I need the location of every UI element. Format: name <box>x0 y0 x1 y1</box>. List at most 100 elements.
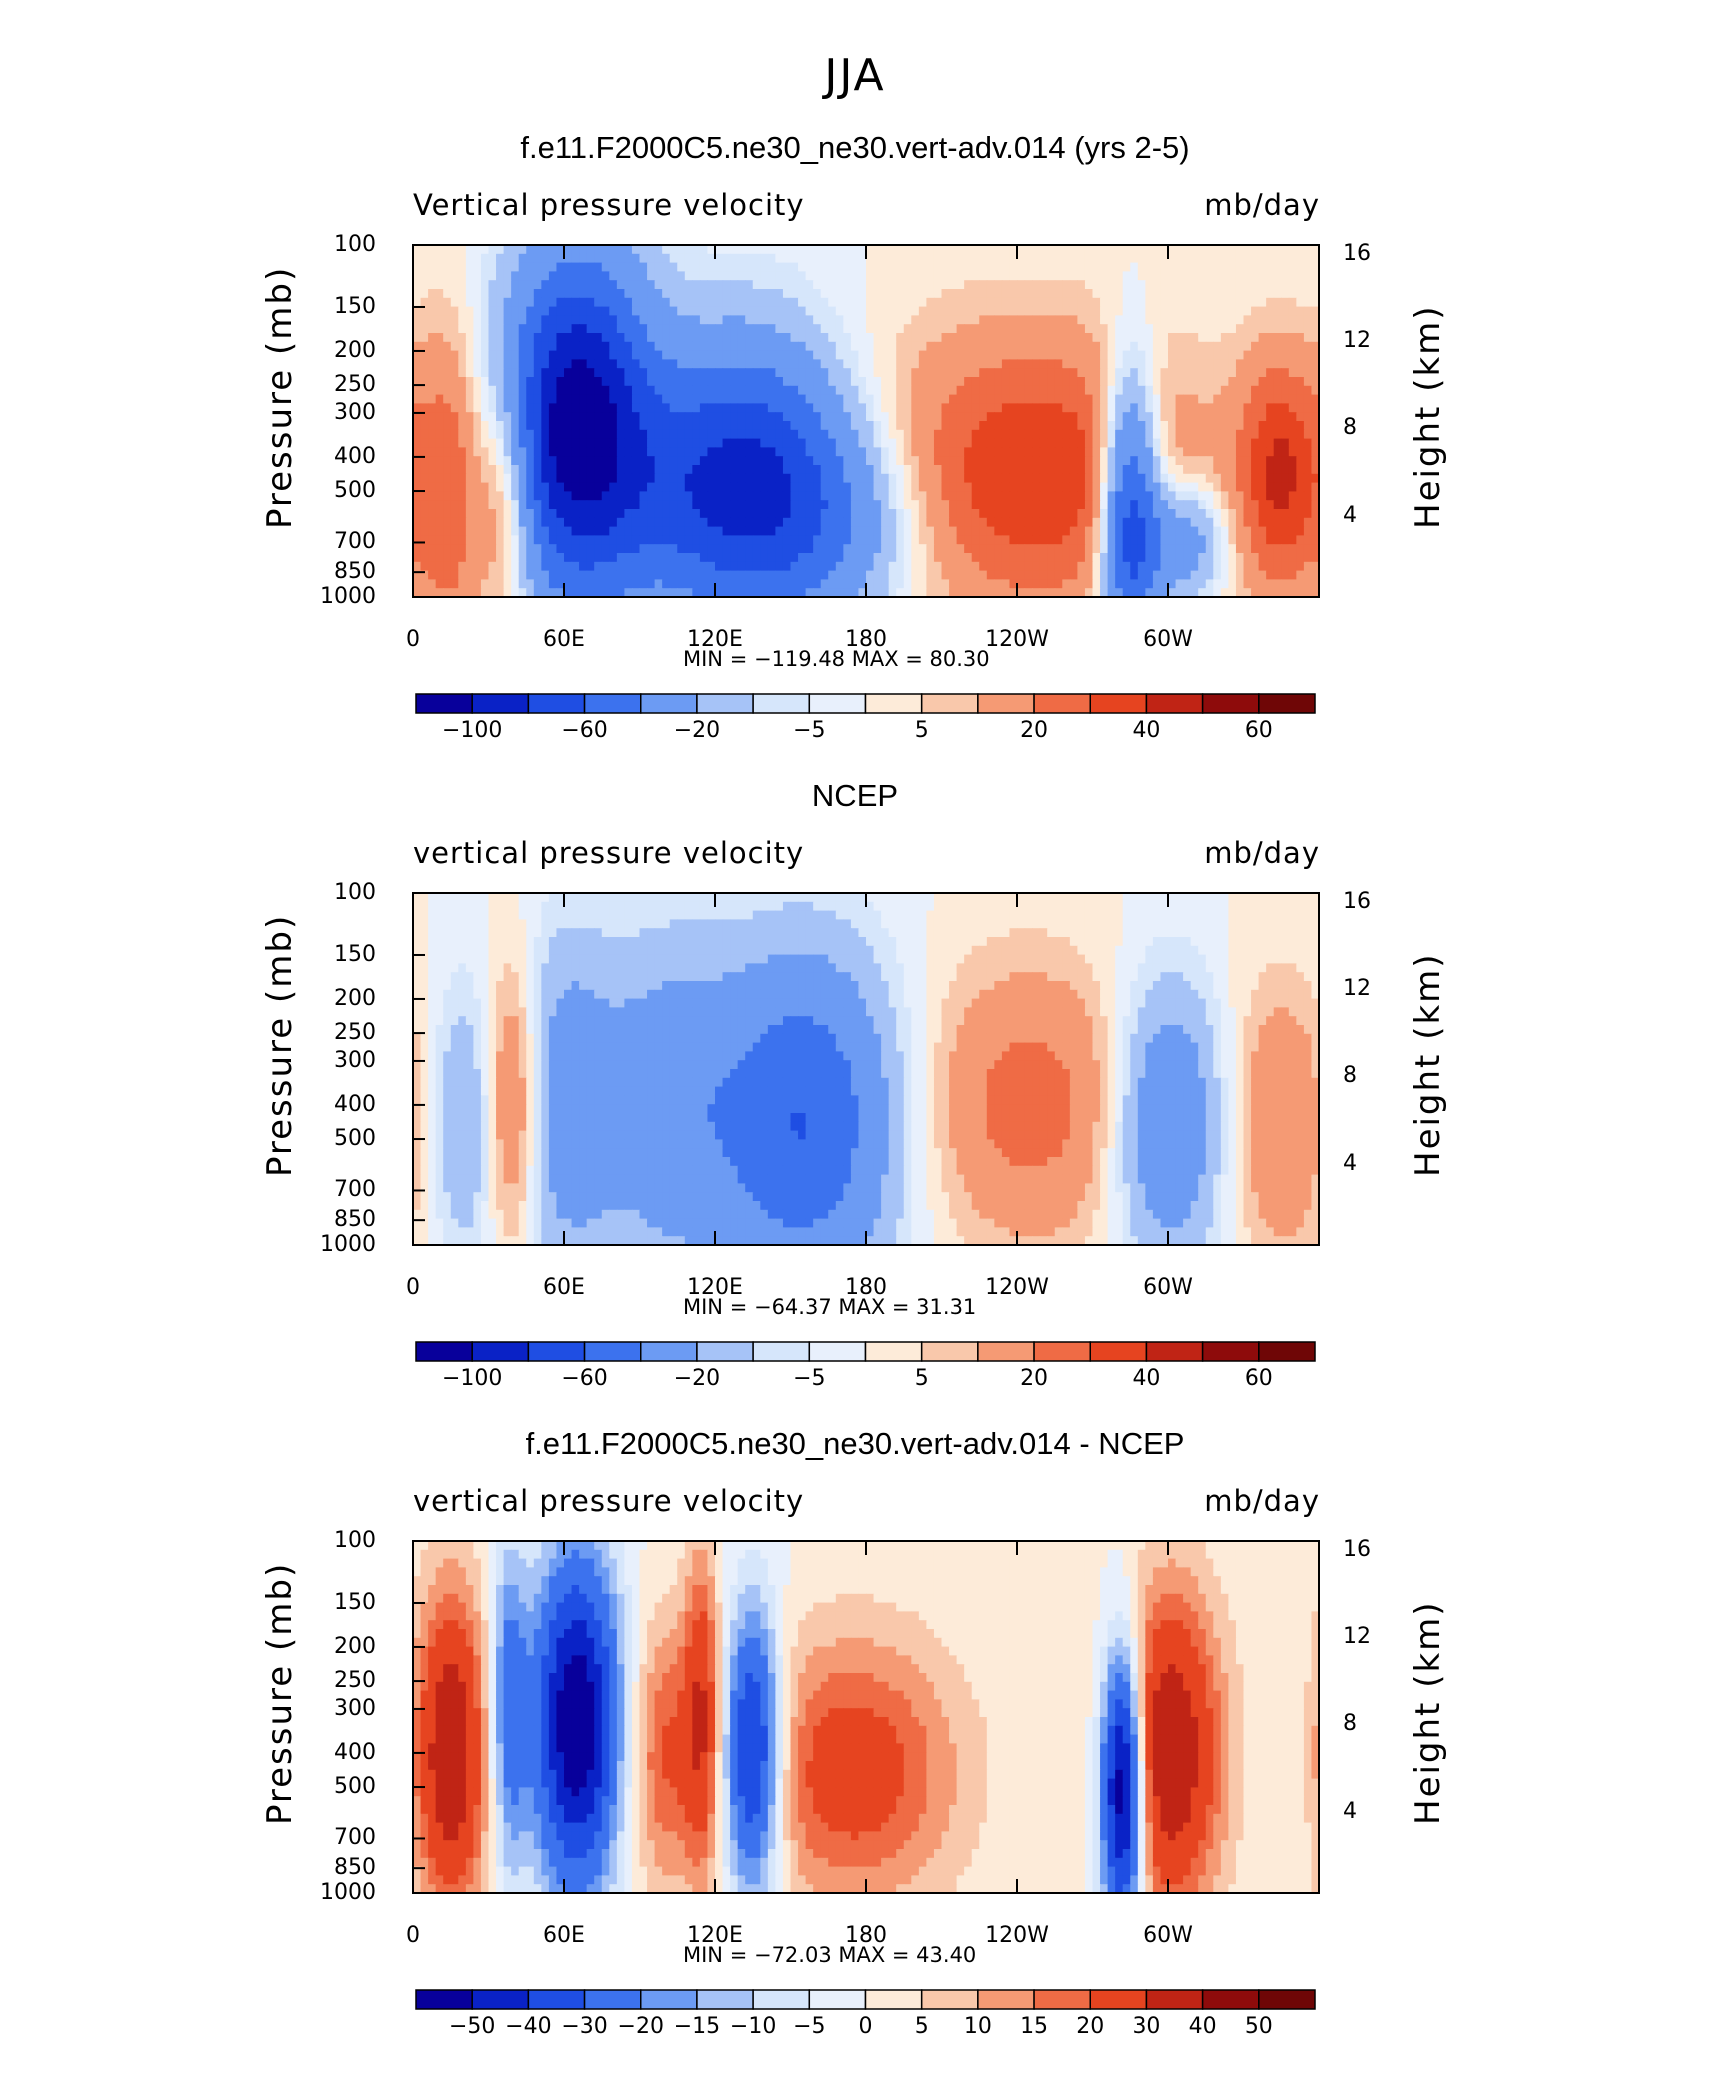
heatmap-cell <box>813 447 822 457</box>
heatmap-cell <box>918 403 927 413</box>
heatmap-cell <box>1311 280 1320 290</box>
heatmap-cell <box>911 588 920 598</box>
heatmap-cell <box>1243 359 1252 369</box>
heatmap-cell <box>1160 368 1169 378</box>
heatmap-cell <box>1069 553 1078 563</box>
heatmap-cell <box>1145 245 1154 255</box>
heatmap-cell <box>986 893 995 903</box>
heatmap-cell <box>1190 429 1199 440</box>
heatmap-cell <box>926 306 935 316</box>
heatmap-cell <box>850 262 860 272</box>
heatmap-cell <box>1281 544 1290 554</box>
heatmap-cell <box>858 245 867 255</box>
heatmap-cell <box>903 570 912 580</box>
heatmap-cell <box>684 341 693 352</box>
heatmap-cell <box>1273 359 1282 369</box>
heatmap-cell <box>1017 297 1026 308</box>
heatmap-cell <box>420 465 429 475</box>
heatmap-cell <box>1145 324 1154 334</box>
heatmap-cell <box>752 579 761 589</box>
heatmap-cell <box>586 297 595 308</box>
heatmap-cell <box>979 333 988 343</box>
heatmap-cell <box>745 271 754 281</box>
heatmap-cell <box>971 579 980 589</box>
heatmap-cell <box>956 517 965 528</box>
heatmap-cell <box>1235 377 1245 387</box>
heatmap-cell <box>1152 473 1162 484</box>
heatmap-cell <box>1190 315 1199 325</box>
heatmap-cell <box>1273 500 1282 510</box>
heatmap-cell <box>526 262 535 272</box>
heatmap-cell <box>775 561 784 572</box>
heatmap-cell <box>911 315 920 325</box>
heatmap-cell <box>669 253 678 264</box>
heatmap-cell <box>881 465 890 475</box>
heatmap-cell <box>533 333 542 343</box>
heatmap-cell <box>1152 306 1162 316</box>
heatmap-cell <box>677 297 686 308</box>
heatmap-cell <box>956 509 965 519</box>
heatmap-cell <box>579 306 588 316</box>
heatmap-cell <box>413 526 422 536</box>
heatmap-cell <box>896 359 905 369</box>
heatmap-cell <box>767 456 776 466</box>
heatmap-cell <box>1137 500 1146 510</box>
heatmap-cell <box>1009 306 1018 316</box>
heatmap-cell <box>631 491 641 501</box>
heatmap-cell <box>1175 412 1184 422</box>
heatmap-cell <box>1266 509 1275 519</box>
heatmap-cell <box>775 341 784 352</box>
heatmap-cell <box>564 280 573 290</box>
heatmap-cell <box>782 412 792 422</box>
heatmap-cell <box>964 368 973 378</box>
heatmap-cell <box>556 438 565 448</box>
heatmap-cell <box>601 553 610 563</box>
heatmap-cell <box>858 306 867 316</box>
heatmap-cell <box>1062 544 1071 554</box>
heatmap-cell <box>1009 262 1018 272</box>
heatmap-cell <box>986 535 995 545</box>
heatmap-cell <box>866 385 875 396</box>
heatmap-cell <box>986 456 995 466</box>
heatmap-cell <box>737 315 746 325</box>
heatmap-cell <box>1243 245 1252 255</box>
heatmap-cell <box>1107 333 1116 343</box>
heatmap-cell <box>496 553 505 563</box>
heatmap-cell <box>541 297 550 308</box>
heatmap-cell <box>1311 491 1320 501</box>
heatmap-cell <box>669 500 678 510</box>
heatmap-cell <box>1288 553 1297 563</box>
heatmap-cell <box>926 517 935 528</box>
heatmap-cell <box>1069 385 1078 396</box>
heatmap-cell <box>858 315 867 325</box>
heatmap-cell <box>1054 403 1063 413</box>
heatmap-cell <box>1205 544 1214 554</box>
colorbar-box <box>471 693 530 714</box>
heatmap-cell <box>888 315 897 325</box>
heatmap-cell <box>715 553 724 563</box>
heatmap-cell <box>428 359 437 369</box>
heatmap-cell <box>949 306 958 316</box>
heatmap-cell <box>488 377 497 387</box>
heatmap-cell <box>782 315 792 325</box>
heatmap-cell <box>692 412 701 422</box>
heatmap-cell <box>956 429 965 440</box>
heatmap-cell <box>835 561 844 572</box>
heatmap-cell <box>1039 893 1048 903</box>
heatmap-cell <box>594 394 603 404</box>
heatmap-cell <box>541 579 550 589</box>
heatmap-cell <box>684 271 693 281</box>
heatmap-cell <box>941 526 950 536</box>
heatmap-cell <box>616 245 625 255</box>
heatmap-cell <box>1198 465 1207 475</box>
heatmap-cell <box>1077 893 1086 903</box>
heatmap-cell <box>941 517 950 528</box>
heatmap-cell <box>1251 561 1260 572</box>
heatmap-cell <box>518 561 527 572</box>
heatmap-cell <box>1017 579 1026 589</box>
heatmap-cell <box>684 509 693 519</box>
heatmap-cell <box>556 491 565 501</box>
heatmap-cell <box>496 324 505 334</box>
heatmap-cell <box>1001 394 1011 404</box>
heatmap-cell <box>956 245 965 255</box>
